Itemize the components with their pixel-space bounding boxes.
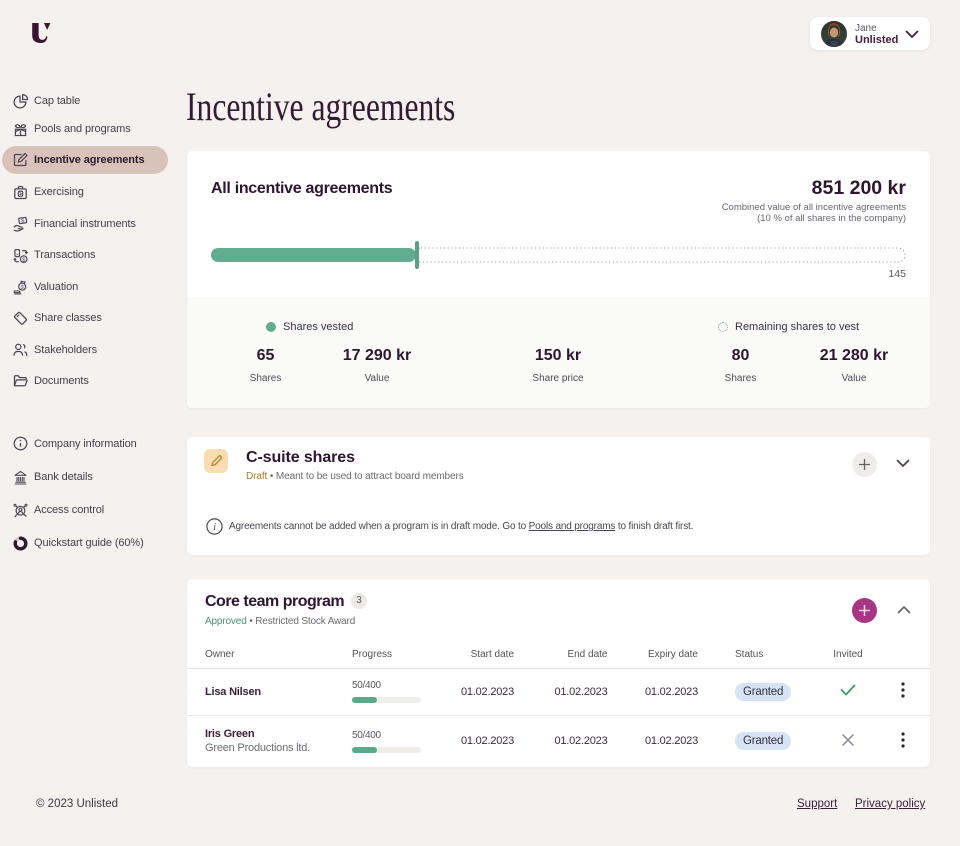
svg-text:i: i — [213, 522, 216, 533]
svg-text:$: $ — [19, 191, 22, 197]
svg-text:$: $ — [22, 257, 25, 263]
svg-text:$: $ — [21, 218, 25, 224]
svg-text:$: $ — [20, 285, 24, 291]
